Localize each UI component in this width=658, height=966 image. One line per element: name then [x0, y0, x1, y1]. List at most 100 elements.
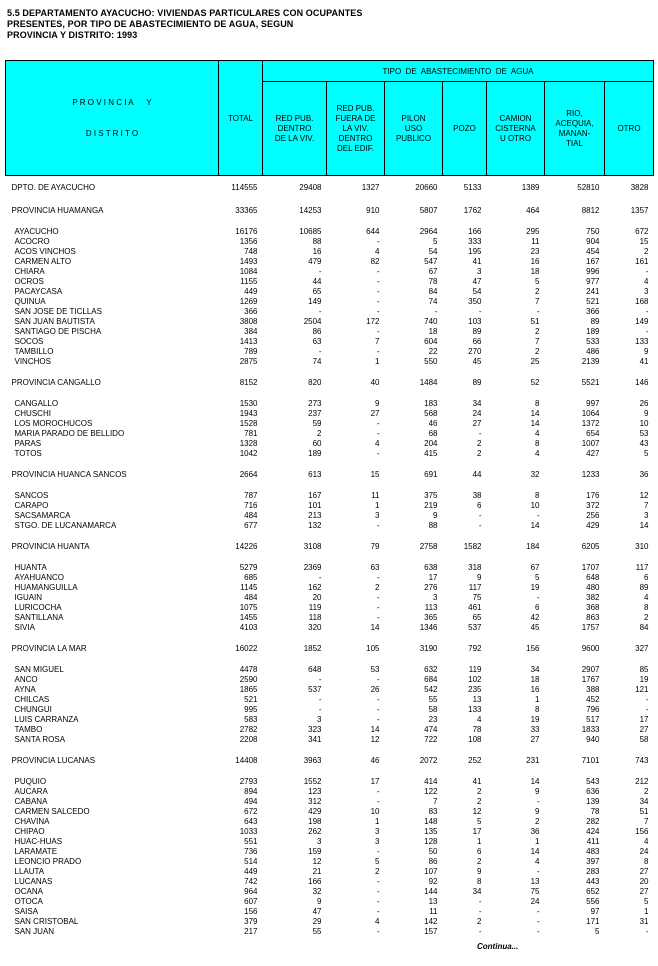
row-label: SANTIAGO DE PISCHA — [14, 327, 102, 336]
cell-value: 44 — [312, 277, 322, 286]
row-label: AUCARA — [14, 787, 48, 796]
cell-value: - — [318, 307, 322, 316]
cell-value: 10685 — [299, 227, 322, 236]
row-label: SAN JOSE DE TICLLAS — [14, 307, 102, 316]
cell-value: 2072 — [419, 756, 438, 765]
cell-value: 50 — [428, 847, 438, 856]
cell-value: 32 — [530, 470, 540, 479]
cell-value: - — [376, 887, 380, 896]
cell-value: 5 — [535, 573, 540, 582]
cell-value: 14 — [530, 409, 540, 418]
row-label: CARMEN ALTO — [14, 257, 72, 266]
cell-value: 375 — [424, 491, 438, 500]
row-label: CHAVINA — [14, 817, 50, 826]
row-label: TAMBO — [14, 725, 43, 734]
cell-value: 172 — [366, 317, 380, 326]
cell-value: 1943 — [239, 409, 258, 418]
row-label: AYAHUANCO — [14, 573, 65, 582]
district-row: IGUAIN 484 20 - 3 75 - 382 4 — [6, 593, 654, 603]
district-row: CANGALLO 1530 273 9 183 34 8 997 26 — [6, 399, 654, 409]
district-row: SAN MIGUEL 4478 648 53 632 119 34 2907 85 — [6, 665, 654, 675]
cell-value: 414 — [424, 777, 438, 786]
cell-value: 2758 — [419, 542, 438, 551]
cell-value: 53 — [370, 665, 380, 674]
row-label: PROVINCIA LA MAR — [11, 644, 87, 653]
cell-value: 787 — [244, 491, 258, 500]
row-label: PROVINCIA LUCANAS — [11, 756, 96, 765]
cell-value: 55 — [428, 695, 438, 704]
cell-value: 568 — [424, 409, 438, 418]
district-row: PUQUIO 2793 1552 17 414 41 14 543 212 — [6, 777, 654, 787]
cell-value: 51 — [530, 317, 540, 326]
row-label: LEONCIO PRADO — [14, 857, 82, 866]
cell-value: 162 — [308, 583, 322, 592]
cell-value: 3108 — [303, 542, 322, 551]
row-label: TOTOS — [14, 449, 42, 458]
district-row: CARMEN SALCEDO 672 429 10 83 12 9 78 51 — [6, 807, 654, 817]
cell-value: 17 — [428, 573, 438, 582]
cell-value: 474 — [424, 725, 438, 734]
district-row: CHAVINA 643 198 1 148 5 2 282 7 — [6, 817, 654, 827]
cell-value: 2 — [477, 449, 482, 458]
cell-value: 940 — [586, 735, 600, 744]
cell-value: 256 — [586, 511, 600, 520]
cell-value: 204 — [424, 439, 438, 448]
district-row: HUAC-HUAS 551 3 3 128 1 1 411 4 — [6, 837, 654, 847]
header-rio-acequia-manantial: RIO, ACEQUIA, MANAN- TIAL — [544, 81, 605, 176]
cell-value: - — [536, 307, 540, 316]
cell-value: 443 — [586, 877, 600, 886]
cell-value: 68 — [428, 429, 438, 438]
cell-value: 517 — [586, 715, 600, 724]
cell-value: - — [376, 307, 380, 316]
cell-value: 2 — [535, 287, 540, 296]
cell-value: 644 — [366, 227, 380, 236]
cell-value: 3 — [375, 837, 380, 846]
cell-value: 5 — [477, 817, 482, 826]
cell-value: - — [376, 429, 380, 438]
cell-value: - — [376, 327, 380, 336]
row-label: LUCANAS — [14, 877, 53, 886]
cell-value: 643 — [244, 817, 258, 826]
cell-value: 27 — [472, 419, 482, 428]
cell-value: 107 — [424, 867, 438, 876]
cell-value: 15 — [370, 470, 380, 479]
cell-value: 11 — [429, 907, 438, 916]
header-distrito-line: D I S T R I T O — [85, 129, 139, 138]
cell-value: 24 — [530, 897, 540, 906]
cell-value: 6 — [477, 847, 482, 856]
cell-value: - — [376, 237, 380, 246]
cell-value: 42 — [530, 613, 540, 622]
cell-value: 964 — [244, 887, 258, 896]
cell-value: 648 — [586, 573, 600, 582]
cell-value: 213 — [308, 511, 322, 520]
row-label: LUIS CARRANZA — [14, 715, 79, 724]
cell-value: 9 — [317, 897, 322, 906]
cell-value: 270 — [468, 347, 482, 356]
cell-value: 2 — [477, 787, 482, 796]
cell-value: 88 — [428, 521, 438, 530]
cell-value: 2504 — [303, 317, 322, 326]
row-label: SANTA ROSA — [14, 735, 66, 744]
cell-value: 67 — [530, 563, 540, 572]
cell-value: - — [434, 307, 438, 316]
cell-value: 1852 — [303, 644, 322, 653]
cell-value: 105 — [366, 644, 380, 653]
row-label: VINCHOS — [14, 357, 51, 366]
cell-value: 24 — [472, 409, 482, 418]
cell-value: 59 — [312, 419, 322, 428]
cell-value: 78 — [428, 277, 438, 286]
cell-value: 2 — [644, 787, 649, 796]
cell-value: - — [645, 307, 649, 316]
cell-value: 1833 — [581, 725, 600, 734]
cell-value: 156 — [635, 827, 649, 836]
cell-value: - — [376, 613, 380, 622]
cell-value: 894 — [244, 787, 258, 796]
district-row: SAN JUAN 217 55 - 157 - - 5 - — [6, 927, 654, 937]
cell-value: 323 — [308, 725, 322, 734]
cell-value: 4 — [644, 837, 649, 846]
row-label: QUINUA — [14, 297, 46, 306]
cell-value: 44 — [472, 470, 482, 479]
cell-value: 36 — [530, 827, 540, 836]
cell-value: 75 — [530, 887, 540, 896]
